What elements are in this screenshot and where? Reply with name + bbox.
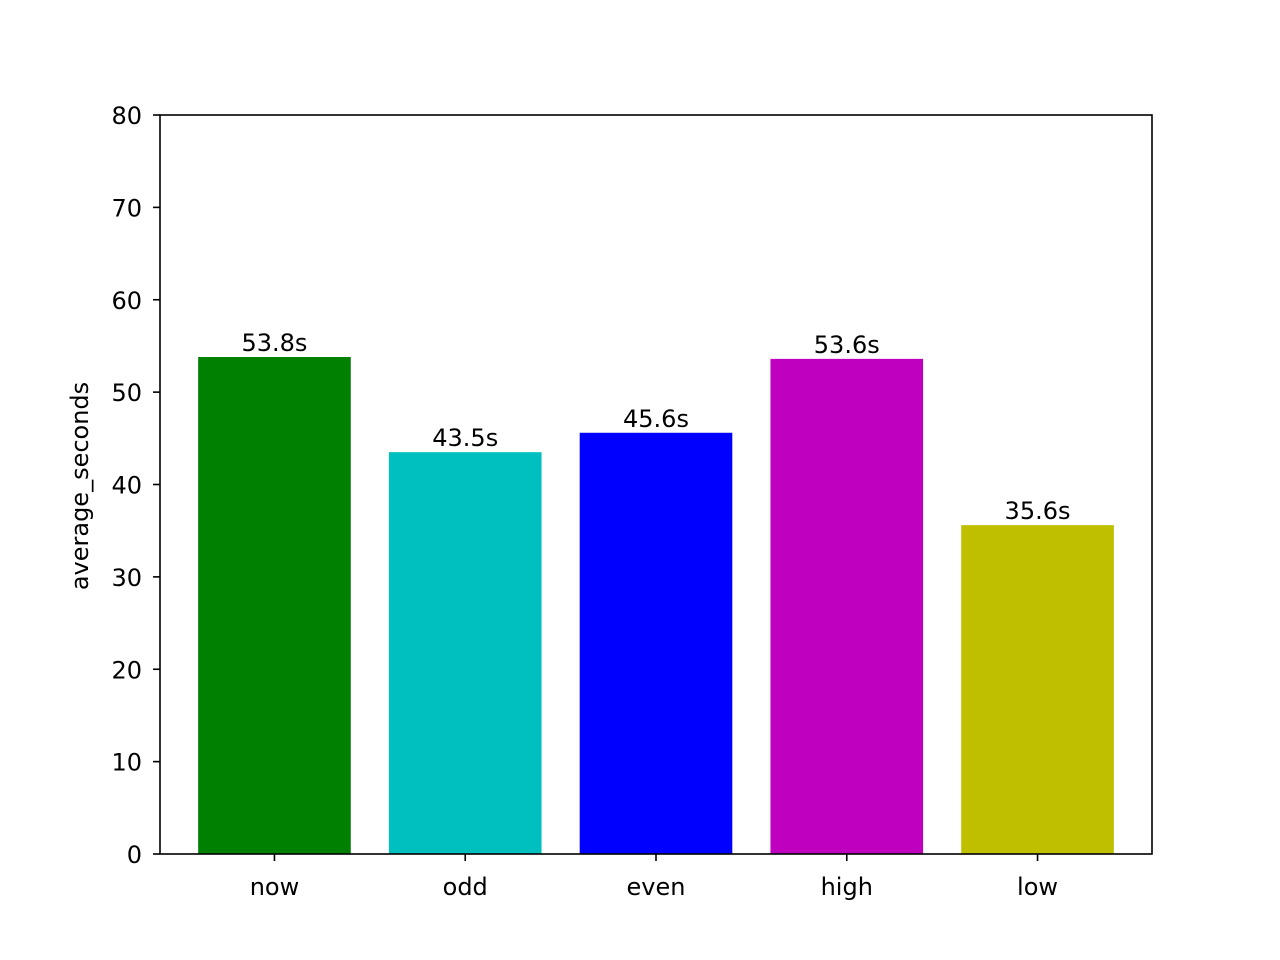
x-tick-label-now: now <box>250 873 300 901</box>
bar-now <box>198 357 351 854</box>
y-tick-label-70: 70 <box>111 194 142 222</box>
bar-value-label-odd: 43.5s <box>432 424 498 452</box>
y-tick-label-20: 20 <box>111 656 142 684</box>
y-tick-label-80: 80 <box>111 102 142 130</box>
x-tick-label-odd: odd <box>443 873 488 901</box>
y-tick-label-50: 50 <box>111 379 142 407</box>
y-tick-label-10: 10 <box>111 749 142 777</box>
y-axis: 0 10 20 30 40 50 60 70 80 <box>111 102 160 869</box>
bar-value-label-even: 45.6s <box>623 405 689 433</box>
bar-high <box>770 358 924 854</box>
x-tick-label-low: low <box>1017 873 1058 901</box>
bar-value-label-high: 53.6s <box>814 331 880 359</box>
bar-even <box>579 432 733 854</box>
x-axis: now odd even high low <box>250 854 1058 901</box>
bar-value-labels: 53.8s 43.5s 45.6s 53.6s 35.6s <box>241 329 1070 525</box>
y-tick-label-0: 0 <box>127 841 142 869</box>
y-tick-label-40: 40 <box>111 472 142 500</box>
x-tick-label-high: high <box>821 873 873 901</box>
bars-group <box>198 357 1114 854</box>
y-tick-label-30: 30 <box>111 564 142 592</box>
y-tick-label-60: 60 <box>111 287 142 315</box>
bar-low <box>961 525 1114 854</box>
bar-value-label-now: 53.8s <box>241 329 307 357</box>
y-axis-label: average_seconds <box>66 382 94 590</box>
bar-odd <box>388 452 542 854</box>
x-tick-label-even: even <box>627 873 686 901</box>
bar-value-label-low: 35.6s <box>1005 497 1071 525</box>
